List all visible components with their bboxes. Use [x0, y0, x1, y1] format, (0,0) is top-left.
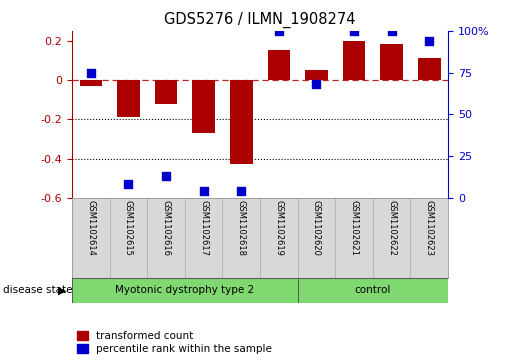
Bar [305, 70, 328, 80]
Bar [343, 41, 365, 80]
Text: Myotonic dystrophy type 2: Myotonic dystrophy type 2 [115, 285, 254, 295]
Point [312, 81, 320, 87]
Text: ▶: ▶ [58, 285, 66, 295]
Bar [298, 278, 448, 303]
Bar [117, 80, 140, 117]
Point [275, 28, 283, 34]
Bar [155, 80, 177, 103]
Point [237, 188, 245, 194]
Bar [268, 49, 290, 80]
Point [388, 28, 396, 34]
Text: GSM1102618: GSM1102618 [237, 200, 246, 256]
Bar [72, 278, 298, 303]
Point [350, 28, 358, 34]
Text: GSM1102619: GSM1102619 [274, 200, 283, 256]
Text: GSM1102622: GSM1102622 [387, 200, 396, 256]
Text: GSM1102616: GSM1102616 [162, 200, 170, 256]
Bar [230, 80, 252, 164]
Legend: transformed count, percentile rank within the sample: transformed count, percentile rank withi… [77, 331, 272, 354]
Text: GSM1102620: GSM1102620 [312, 200, 321, 256]
Bar [418, 58, 440, 80]
Point [125, 182, 133, 187]
Point [200, 188, 208, 194]
Title: GDS5276 / ILMN_1908274: GDS5276 / ILMN_1908274 [164, 12, 356, 28]
Bar [193, 80, 215, 133]
Point [425, 38, 434, 44]
Text: disease state: disease state [3, 285, 72, 295]
Text: GSM1102621: GSM1102621 [350, 200, 358, 256]
Text: control: control [355, 285, 391, 295]
Bar [381, 44, 403, 80]
Bar [80, 80, 102, 86]
Text: GSM1102623: GSM1102623 [425, 200, 434, 256]
Point [162, 173, 170, 179]
Text: GSM1102617: GSM1102617 [199, 200, 208, 256]
Text: GSM1102615: GSM1102615 [124, 200, 133, 256]
Point [87, 70, 95, 76]
Text: GSM1102614: GSM1102614 [87, 200, 95, 256]
